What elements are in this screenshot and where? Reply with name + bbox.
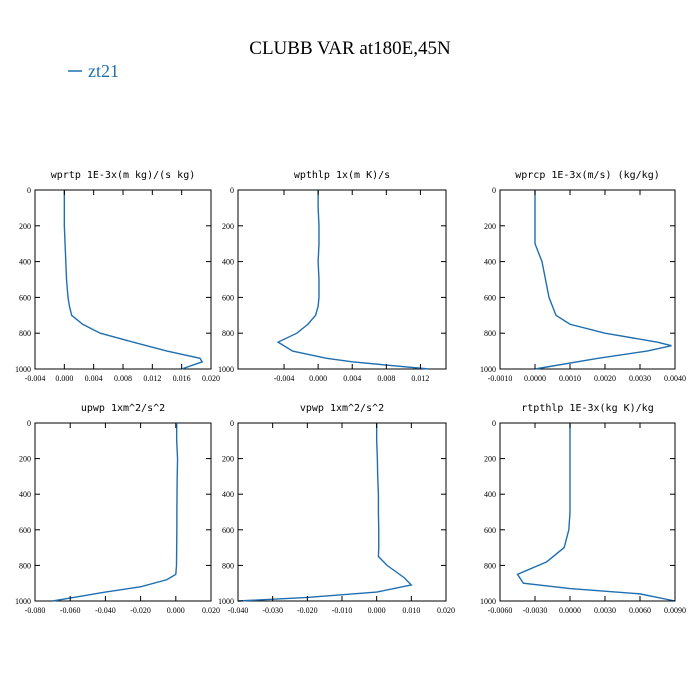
x-tick-label: -0.004: [274, 374, 295, 383]
x-tick-label: 0.0000: [559, 606, 581, 615]
y-tick-label: 400: [19, 490, 31, 499]
y-tick-label: 800: [484, 329, 496, 338]
plot-frame: [34, 422, 212, 602]
y-tick-label: 200: [19, 455, 31, 464]
x-tick-label: -0.080: [25, 606, 46, 615]
panel-title: wprtp 1E-3x(m kg)/(s kg): [51, 170, 196, 181]
x-tick-label: -0.020: [297, 606, 318, 615]
y-tick-label: 800: [19, 561, 31, 570]
x-tick-label: 0.000: [368, 606, 386, 615]
y-tick-label: 800: [222, 561, 234, 570]
x-tick-label: 0.020: [437, 606, 455, 615]
y-tick-label: 600: [484, 293, 496, 302]
y-tick-label: 400: [484, 490, 496, 499]
x-tick-label: 0.004: [85, 374, 103, 383]
x-tick-label: 0.012: [143, 374, 161, 383]
y-tick-label: 0: [492, 186, 496, 195]
y-tick-label: 0: [27, 419, 31, 428]
x-tick-label: 0.010: [402, 606, 420, 615]
y-tick-label: 600: [222, 293, 234, 302]
x-tick-label: 0.0010: [559, 374, 581, 383]
y-tick-label: 600: [222, 526, 234, 535]
y-tick-label: 200: [484, 222, 496, 231]
x-tick-label: 0.0090: [664, 606, 686, 615]
x-tick-label: -0.0060: [488, 606, 513, 615]
x-tick-label: -0.040: [95, 606, 116, 615]
y-tick-label: 1000: [15, 365, 31, 374]
legend-label: zt21: [88, 61, 119, 81]
x-tick-label: -0.030: [262, 606, 283, 615]
x-tick-label: 0.0030: [594, 606, 616, 615]
y-tick-label: 1000: [480, 597, 496, 606]
panel-title: wprcp 1E-3x(m/s) (kg/kg): [515, 170, 660, 181]
profile-line: [52, 423, 179, 602]
profile-line: [534, 190, 672, 370]
plot-frame: [237, 422, 447, 602]
x-tick-label: -0.0010: [488, 374, 513, 383]
x-tick-label: -0.010: [332, 606, 353, 615]
y-tick-label: 400: [19, 258, 31, 267]
profile-line: [516, 423, 676, 602]
y-tick-label: 800: [484, 561, 496, 570]
x-tick-label: 0.000: [309, 374, 327, 383]
x-tick-label: 0.000: [167, 606, 185, 615]
y-tick-label: 800: [19, 329, 31, 338]
x-tick-label: 0.0040: [664, 374, 686, 383]
x-tick-label: 0.0000: [524, 374, 546, 383]
y-tick-label: 400: [484, 258, 496, 267]
x-tick-label: 0.0020: [594, 374, 616, 383]
y-tick-label: 800: [222, 329, 234, 338]
y-tick-label: 600: [19, 293, 31, 302]
panel-title: upwp 1xm^2/s^2: [81, 403, 165, 414]
y-tick-label: 600: [484, 526, 496, 535]
y-tick-label: 1000: [218, 365, 234, 374]
y-tick-label: 600: [19, 526, 31, 535]
y-tick-label: 1000: [480, 365, 496, 374]
profile-line: [276, 190, 430, 370]
y-tick-label: 0: [492, 419, 496, 428]
profile-line: [63, 190, 204, 370]
x-tick-label: 0.0030: [629, 374, 651, 383]
y-tick-label: 200: [19, 222, 31, 231]
x-tick-label: 0.0060: [629, 606, 651, 615]
y-tick-label: 1000: [218, 597, 234, 606]
y-tick-label: 0: [230, 419, 234, 428]
plot-frame: [499, 422, 676, 602]
y-tick-label: 200: [222, 222, 234, 231]
plot-frame: [499, 189, 676, 370]
profile-line: [237, 423, 413, 602]
x-tick-label: -0.0030: [523, 606, 548, 615]
y-tick-label: 1000: [15, 597, 31, 606]
y-tick-label: 400: [222, 490, 234, 499]
y-tick-label: 0: [230, 186, 234, 195]
figure-title: CLUBB VAR at180E,45N: [249, 38, 451, 59]
panel-title: vpwp 1xm^2/s^2: [300, 403, 384, 414]
y-tick-label: 200: [222, 455, 234, 464]
x-tick-label: 0.008: [114, 374, 132, 383]
panel-title: wpthlp 1x(m K)/s: [294, 170, 390, 181]
x-tick-label: -0.060: [60, 606, 81, 615]
x-tick-label: -0.020: [130, 606, 151, 615]
y-tick-label: 0: [27, 186, 31, 195]
x-tick-label: 0.020: [202, 606, 220, 615]
x-tick-label: 0.004: [343, 374, 361, 383]
plot-frame: [237, 189, 447, 370]
x-tick-label: 0.008: [377, 374, 395, 383]
y-tick-label: 200: [484, 455, 496, 464]
x-tick-label: 0.012: [411, 374, 429, 383]
x-tick-label: -0.004: [25, 374, 46, 383]
x-tick-label: 0.000: [55, 374, 73, 383]
x-tick-label: -0.040: [228, 606, 249, 615]
panel-title: rtpthlp 1E-3x(kg K)/kg: [521, 403, 653, 414]
y-tick-label: 400: [222, 258, 234, 267]
plot-frame: [34, 189, 212, 370]
x-tick-label: 0.020: [202, 374, 220, 383]
x-tick-label: 0.016: [173, 374, 191, 383]
